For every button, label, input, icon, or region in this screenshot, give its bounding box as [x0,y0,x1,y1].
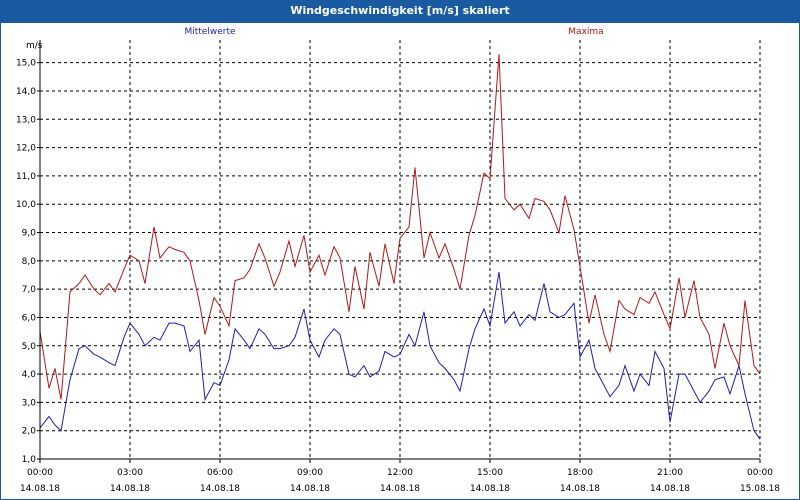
x-tick-time-label: 06:00 [207,468,233,478]
y-tick-label: 5,0 [22,342,37,352]
x-tick-time-label: 00:00 [27,468,53,478]
x-tick-time-label: 09:00 [297,468,323,478]
legend-mittelwerte: Mittelwerte [184,27,235,37]
y-tick-label: 1,0 [22,455,37,465]
mittelwerte-series-line [39,272,761,440]
window-title-bar: Windgeschwindigkeit [m/s] skaliert [0,0,800,22]
x-tick-time-label: 12:00 [387,468,413,478]
y-tick-label: 2,0 [22,427,37,437]
legend-maxima: Maxima [568,27,603,37]
x-tick-date-label: 14.08.18 [380,484,420,494]
y-tick-label: 3,0 [22,398,37,408]
y-tick-label: 9,0 [22,229,37,239]
x-tick-date-label: 14.08.18 [560,484,600,494]
y-tick-label: 10,0 [16,200,36,210]
y-tick-label: 13,0 [16,115,36,125]
x-tick-time-label: 03:00 [117,468,143,478]
x-tick-date-label: 14.08.18 [290,484,330,494]
maxima-series-line [39,54,761,400]
y-tick-label: 11,0 [16,172,36,182]
x-tick-date-label: 14.08.18 [200,484,240,494]
x-tick-date-label: 15.08.18 [740,484,780,494]
window-title: Windgeschwindigkeit [m/s] skaliert [290,4,510,17]
x-tick-time-label: 00:00 [747,468,773,478]
x-tick-time-label: 21:00 [657,468,683,478]
y-axis-unit-label: m/s [26,41,43,51]
y-tick-label: 7,0 [22,285,37,295]
x-tick-date-label: 14.08.18 [20,484,60,494]
y-tick-label: 6,0 [22,313,37,323]
x-tick-date-label: 14.08.18 [110,484,150,494]
y-tick-label: 12,0 [16,144,36,154]
series-lines [39,54,761,440]
y-tick-label: 4,0 [22,370,37,380]
x-tick-time-label: 15:00 [477,468,503,478]
x-tick-time-label: 18:00 [567,468,593,478]
y-tick-labels: 1,0 2,0 3,0 4,0 5,0 6,0 7,0 8,0 9,0 10,0 11,0 12,0 1… [16,59,36,465]
x-tick-labels: 00:00 14.08.18 03:00 14.08.18 06:00 14.08.18 0… [20,468,780,494]
axes [37,40,761,463]
y-tick-label: 8,0 [22,257,37,267]
grid-lines [40,40,760,459]
y-tick-label: 14,0 [16,87,36,97]
x-tick-date-label: 14.08.18 [470,484,510,494]
y-tick-label: 15,0 [16,59,36,69]
x-tick-date-label: 14.08.18 [650,484,690,494]
